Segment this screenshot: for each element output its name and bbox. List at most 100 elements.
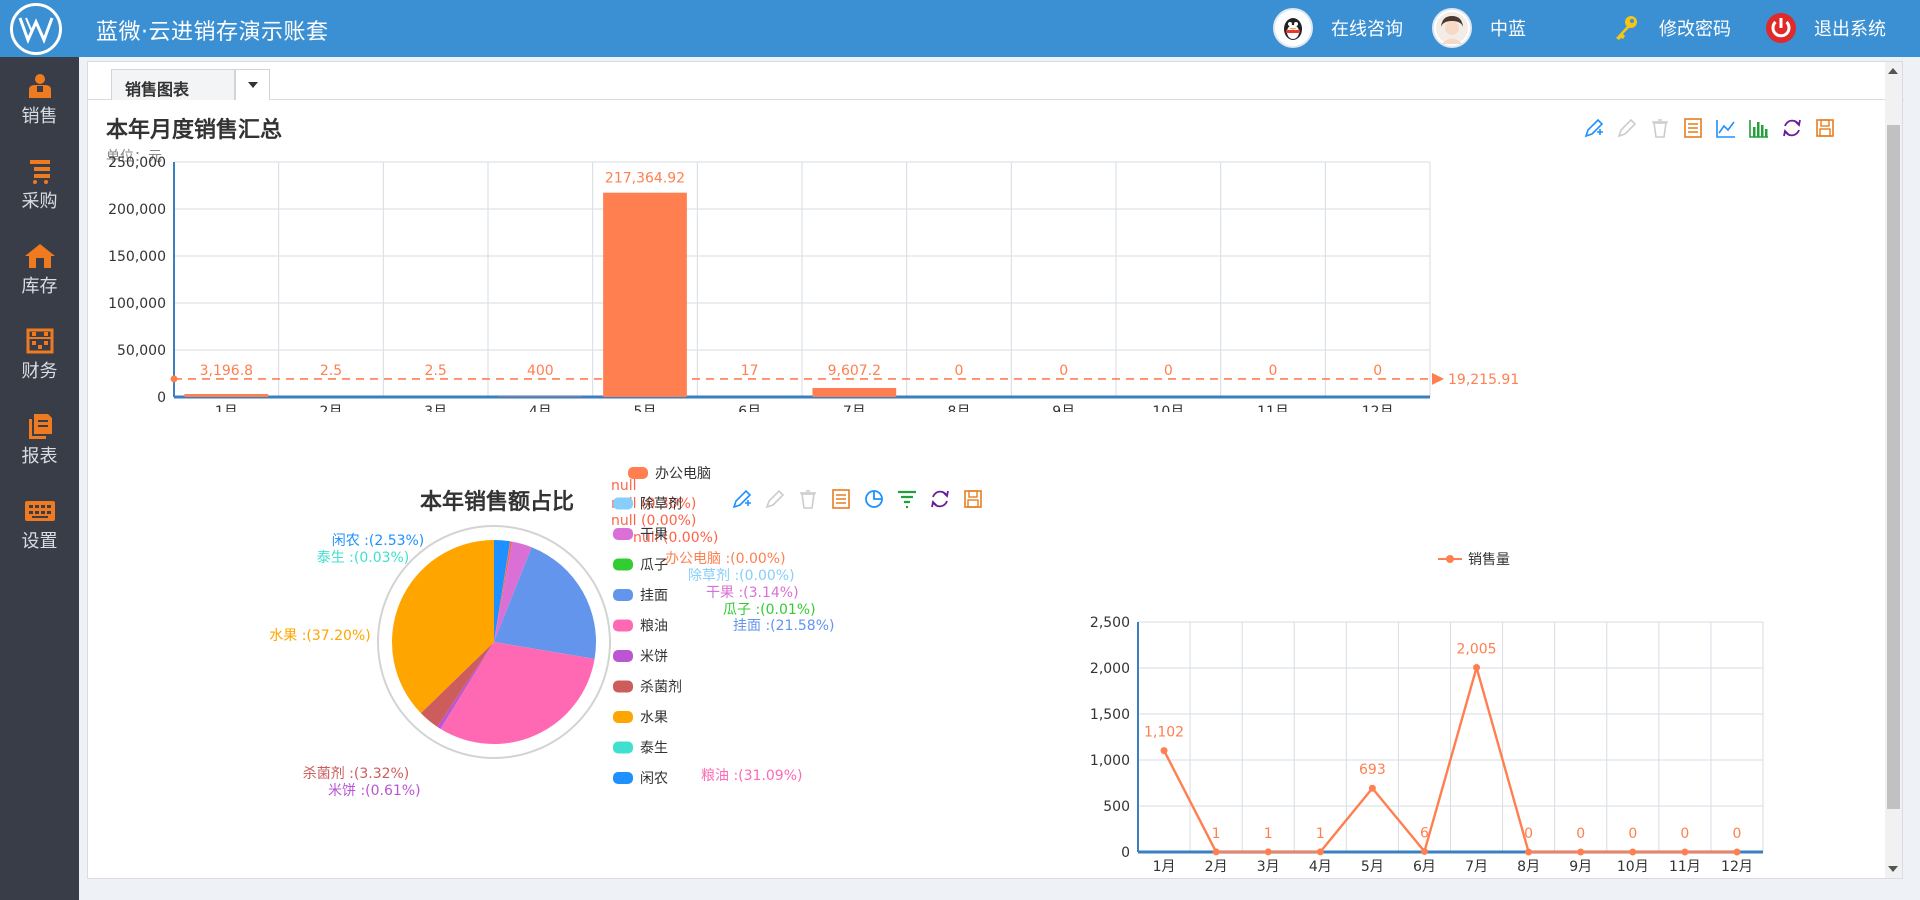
- legend-swatch: [613, 497, 633, 510]
- sidebar-item-reports[interactable]: 报表: [0, 397, 79, 482]
- pie-slice-label: 杀菌剂 :(3.32%): [303, 766, 410, 782]
- scroll-up-arrow-icon[interactable]: [1888, 68, 1898, 74]
- data-label: 693: [1359, 762, 1386, 778]
- legend-label: 杀菌剂: [640, 680, 682, 696]
- pie-chart-title: 本年销售额占比: [420, 490, 575, 515]
- online-consult-label: 在线咨询: [1331, 19, 1403, 40]
- data-label: 1: [1316, 826, 1325, 842]
- sidebar-item-label: 财务: [21, 360, 58, 382]
- scroll-thumb[interactable]: [1887, 125, 1900, 809]
- x-tick-label: 1月: [1153, 859, 1176, 875]
- mark-clear-icon[interactable]: [796, 487, 820, 511]
- pie-slice: [494, 541, 513, 642]
- change-password-button[interactable]: 修改密码: [1609, 8, 1731, 48]
- bar-chart-switch-icon[interactable]: [1747, 116, 1771, 140]
- y-tick-label: 2,000: [1090, 661, 1130, 677]
- legend-label: 除草剂: [640, 497, 682, 513]
- pie-chart-toolbox: [730, 487, 985, 511]
- pie-outer-ring: [377, 525, 611, 759]
- y-tick-label: 200,000: [108, 202, 166, 218]
- bar-value-label: 400: [527, 363, 554, 379]
- data-point: [1681, 848, 1689, 856]
- legend-marker: [1446, 555, 1454, 563]
- app-logo[interactable]: [10, 3, 62, 55]
- x-tick-label: 4月: [1309, 859, 1332, 875]
- data-view-icon[interactable]: [829, 487, 853, 511]
- pie-slice-label: 除草剂 :(0.00%): [688, 568, 795, 584]
- y-tick-label: 500: [1103, 799, 1130, 815]
- logout-button[interactable]: 退出系统: [1764, 8, 1886, 48]
- pie-slice: [494, 547, 532, 642]
- restore-icon[interactable]: [928, 487, 952, 511]
- scroll-down-arrow-icon[interactable]: [1888, 866, 1898, 872]
- tab-sales-chart[interactable]: 销售图表: [111, 69, 235, 100]
- x-tick-label: 8月: [948, 404, 971, 412]
- sidebar-item-purchase[interactable]: 采购: [0, 142, 79, 227]
- pie-slice-label: 挂面 :(21.58%): [733, 618, 834, 634]
- user-profile[interactable]: 中蓝: [1432, 8, 1526, 48]
- pie-slice-label: 办公电脑 :(0.00%): [665, 551, 786, 567]
- legend-swatch: [613, 528, 633, 540]
- mark-clear-icon[interactable]: [1648, 116, 1672, 140]
- logo-w-icon: [18, 17, 54, 44]
- legend-label: 销售量: [1468, 552, 1510, 568]
- bar: [603, 192, 687, 397]
- sidebar-item-finance[interactable]: 财务: [0, 312, 79, 397]
- mark-pen-icon[interactable]: [730, 487, 754, 511]
- x-tick-label: 11月: [1257, 404, 1289, 412]
- restore-icon[interactable]: [1780, 116, 1804, 140]
- data-point: [1368, 784, 1376, 792]
- x-tick-label: 12月: [1362, 404, 1394, 412]
- save-image-icon[interactable]: [961, 487, 985, 511]
- x-tick-label: 9月: [1569, 859, 1592, 875]
- sidebar-item-inventory[interactable]: 库存: [0, 227, 79, 312]
- sidebar-item-label: 设置: [21, 530, 58, 552]
- pie-chart: 闲农 :(2.53%)泰生 :(0.03%) 办公电脑 :(0.00%)除草剂 :…: [269, 466, 834, 799]
- bar-chart: 0 50,000 100,000 150,000 200,000 250,000 3,196…: [108, 155, 1519, 412]
- pie-switch-icon[interactable]: [862, 487, 886, 511]
- sidebar-item-label: 库存: [21, 275, 58, 297]
- tab-dropdown-button[interactable]: [235, 69, 270, 100]
- bar-value-label: 2.5: [425, 363, 447, 379]
- legend-swatch: [613, 558, 633, 571]
- x-tick-label: 11月: [1669, 859, 1701, 875]
- line-chart-switch-icon[interactable]: [1714, 116, 1738, 140]
- pie-slice: [392, 540, 494, 714]
- sidebar-item-sales[interactable]: 销售: [0, 57, 79, 142]
- pie-null-label: null (0.00%): [633, 530, 718, 546]
- sales-person-icon: [28, 73, 51, 98]
- x-tick-label: 9月: [1052, 404, 1075, 412]
- legend-label: 闲农: [640, 771, 668, 787]
- user-name: 中蓝: [1490, 19, 1526, 40]
- legend-swatch: [613, 741, 633, 754]
- data-label: 0: [1680, 826, 1689, 842]
- legend-label: 米饼: [640, 649, 668, 665]
- x-tick-label: 10月: [1617, 859, 1649, 875]
- vertical-scrollbar[interactable]: [1885, 62, 1902, 878]
- line-chart: 销售量05001,0001,5002,0002,5001,1021月12月13月…: [1090, 552, 1764, 875]
- bar-value-label: 0: [1373, 363, 1382, 379]
- x-tick-label: 7月: [843, 404, 866, 412]
- legend-swatch: [613, 680, 633, 693]
- pie-slice-label: 瓜子 :(0.01%): [723, 602, 816, 618]
- legend-label: 水果: [640, 710, 668, 726]
- mark-undo-icon[interactable]: [763, 487, 787, 511]
- funnel-switch-icon[interactable]: [895, 487, 919, 511]
- data-view-icon[interactable]: [1681, 116, 1705, 140]
- key-icon: [1609, 11, 1643, 45]
- legend-swatch: [613, 650, 633, 662]
- data-label: 2,005: [1456, 642, 1496, 658]
- purchase-list-icon: [29, 159, 50, 184]
- chart-panel: 销售图表 本年月度销售汇总 单位：元 0 50,000 100,000 150,000…: [87, 61, 1904, 879]
- legend-label: 粮油: [640, 619, 668, 635]
- mark-pen-icon[interactable]: [1582, 116, 1606, 140]
- power-icon: [1764, 11, 1798, 45]
- mark-undo-icon[interactable]: [1615, 116, 1639, 140]
- pie-slice-label: 水果 :(37.20%): [269, 628, 370, 644]
- legend-swatch: [613, 589, 633, 601]
- sidebar-item-settings[interactable]: 设置: [0, 482, 79, 567]
- bar: [184, 393, 269, 397]
- online-consult-button[interactable]: 在线咨询: [1273, 8, 1403, 48]
- top-bar: 蓝微·云进销存演示账套 在线咨询 中蓝: [0, 0, 1920, 57]
- save-image-icon[interactable]: [1813, 116, 1837, 140]
